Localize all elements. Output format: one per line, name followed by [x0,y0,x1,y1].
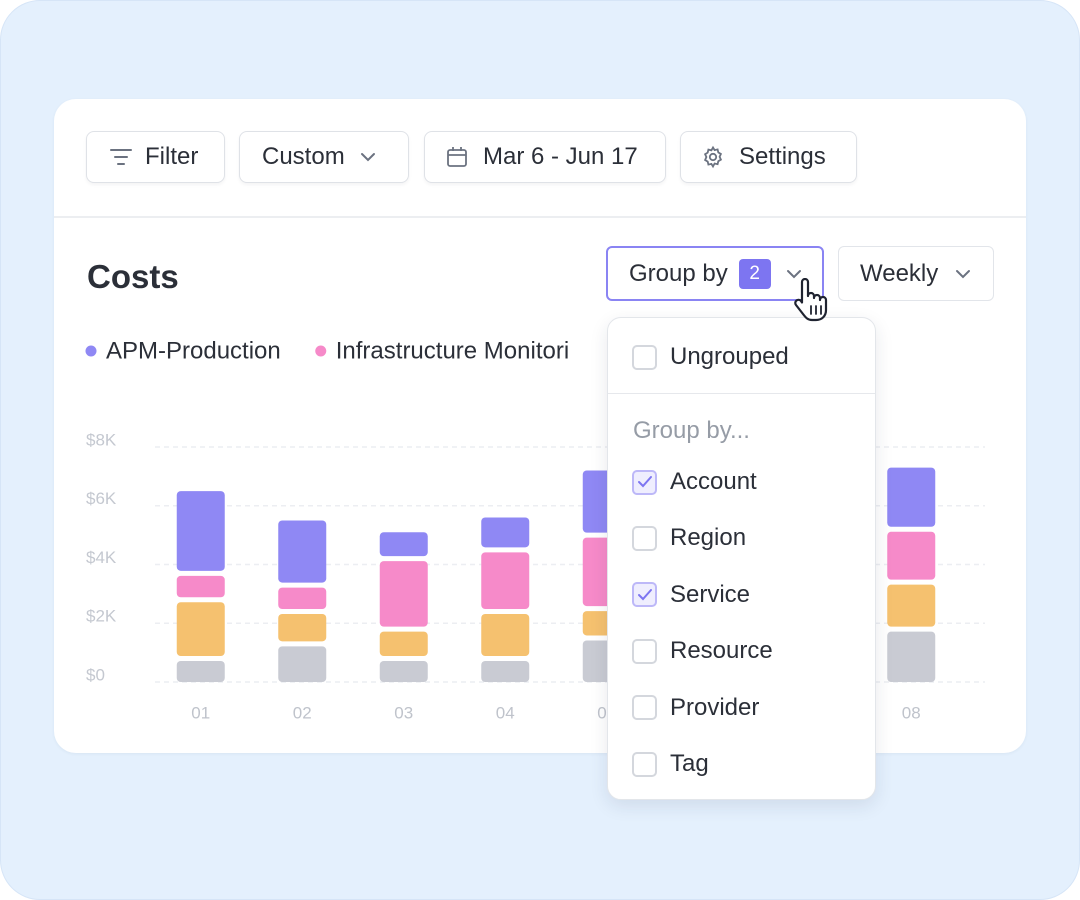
settings-button[interactable]: Settings [680,131,857,183]
option-label: Resource [670,637,773,665]
bar-segment [379,561,428,627]
group-option[interactable]: Provider [632,693,759,723]
bar-segment [176,661,225,682]
preset-button[interactable]: Custom [239,131,409,183]
y-tick-label: $4K [86,548,117,567]
date-button[interactable]: Mar 6 - Jun 17 [424,131,666,183]
group-by-dropdown: Ungrouped Group by... Account Region Servi… [607,317,876,800]
option-label: Provider [670,693,760,721]
group-by-button[interactable]: Group by 2 [606,246,824,301]
chevron [956,269,971,278]
group-option[interactable]: Tag [632,749,709,779]
cursor-hand [794,278,828,322]
checkbox[interactable] [632,525,657,551]
bar-segment [481,552,530,609]
preset-label: Custom [262,143,345,170]
interval-button[interactable]: Weekly [838,246,994,301]
settings-label: Settings [739,143,826,170]
x-tick-label: 04 [496,703,515,722]
group-option[interactable]: Service [632,580,750,610]
divider [54,216,1026,218]
group-by-label: Group by [629,259,728,287]
bar-segment [176,491,225,571]
bar-segment [278,520,327,583]
checkbox[interactable] [632,582,657,608]
bar-segment [887,531,936,580]
dropdown-divider [608,393,875,394]
filter-label: Filter [145,143,199,170]
group-option[interactable]: Region [632,523,746,553]
bar-segment [379,661,428,682]
legend-label: Infrastructure Monitori [336,337,569,364]
group-option[interactable]: Account [632,467,757,497]
gear-icon [703,145,723,169]
option-label: Account [670,468,757,495]
interval-label: Weekly [860,259,939,287]
bar-segment [481,517,530,548]
bar-segment [176,602,225,656]
legend-swatch [85,345,97,357]
checkbox[interactable] [632,695,657,721]
bar-segment [379,532,428,557]
x-tick-label: 02 [293,703,312,722]
option-label: Ungrouped [670,343,789,370]
bar-segment [887,631,936,682]
filter-button[interactable]: Filter [86,131,225,183]
x-tick-label: 03 [394,703,413,722]
bar-segment [379,631,428,656]
option-label: Service [670,580,751,608]
checkbox[interactable] [632,344,657,370]
ungrouped-option[interactable]: Ungrouped [632,342,789,372]
bar-segment [887,584,936,627]
bar-segment [278,587,327,609]
checkbox[interactable] [632,469,657,495]
checkbox[interactable] [632,638,657,664]
bar-segment [176,575,225,598]
chevron [786,269,801,278]
bar-segment [481,661,530,682]
bar-segment [278,614,327,642]
option-label: Tag [670,750,709,777]
option-label: Region [670,524,747,552]
y-tick-label: $2K [86,607,117,626]
bar-segment [887,467,936,527]
chevron [360,153,375,162]
bar-segment [278,646,327,682]
legend-label: APM-Production [106,337,281,364]
dropdown-heading: Group by... [633,417,750,444]
calendar-icon [447,147,467,167]
section-title: Costs [87,258,179,295]
y-tick-label: $0 [86,665,105,684]
date-label: Mar 6 - Jun 17 [483,143,638,170]
x-tick-label: 08 [902,703,921,722]
y-tick-label: $6K [86,489,117,508]
y-tick-label: $8K [86,430,117,449]
checkbox[interactable] [632,751,657,777]
legend-swatch [315,345,327,357]
filter-icon [110,149,132,165]
bar-segment [481,614,530,656]
x-tick-label: 01 [191,703,210,722]
group-option[interactable]: Resource [632,636,773,666]
group-count-badge: 2 [738,258,771,289]
